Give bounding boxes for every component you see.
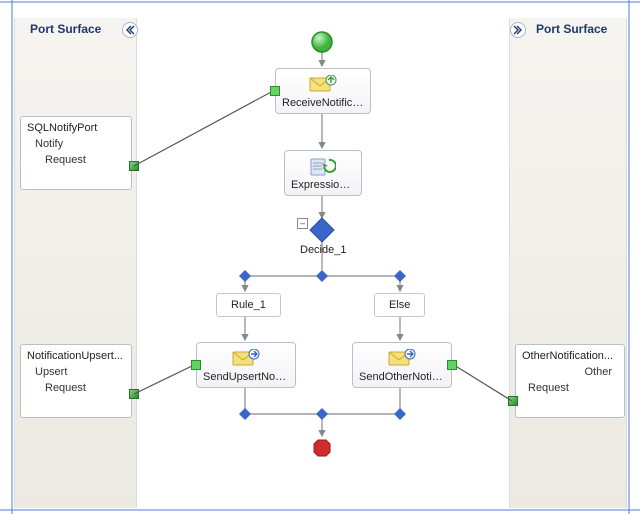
port-connector-icon[interactable] bbox=[508, 396, 518, 406]
port-notificationupsert[interactable]: NotificationUpsert... Upsert Request bbox=[20, 344, 132, 418]
connection-tag-icon[interactable] bbox=[270, 86, 280, 96]
port-sqlnotify[interactable]: SQLNotifyPort Notify Request bbox=[20, 116, 132, 190]
shape-label: ReceiveNotificati... bbox=[276, 97, 370, 109]
expression-shape[interactable]: Expression_1 bbox=[284, 150, 362, 196]
port-title: SQLNotifyPort bbox=[27, 121, 125, 135]
left-port-surface[interactable] bbox=[14, 18, 137, 508]
receive-icon bbox=[309, 75, 337, 93]
port-title: OtherNotification... bbox=[522, 349, 618, 363]
port-operation: Notify bbox=[35, 137, 125, 151]
else-branch[interactable]: Else bbox=[374, 293, 425, 317]
send-upsert-shape[interactable]: SendUpsertNotif... bbox=[196, 342, 296, 388]
branch-label: Else bbox=[389, 299, 410, 311]
expression-icon bbox=[310, 157, 336, 177]
port-connector-icon[interactable] bbox=[129, 161, 139, 171]
send-other-shape[interactable]: SendOtherNotifi... bbox=[352, 342, 452, 388]
left-port-surface-label: Port Surface bbox=[30, 22, 101, 36]
receive-shape[interactable]: ReceiveNotificati... bbox=[275, 68, 371, 114]
connection-tag-icon[interactable] bbox=[191, 360, 201, 370]
port-title: NotificationUpsert... bbox=[27, 349, 125, 363]
send-icon bbox=[388, 349, 416, 367]
shape-label: SendUpsertNotif... bbox=[197, 371, 295, 383]
collapse-right-icon[interactable] bbox=[510, 22, 526, 38]
collapse-toggle-icon[interactable]: – bbox=[297, 218, 308, 229]
port-operation: Other bbox=[522, 365, 612, 379]
rule-branch[interactable]: Rule_1 bbox=[216, 293, 281, 317]
orchestration-canvas[interactable]: Port Surface Port Surface SQLNotifyPort … bbox=[0, 0, 640, 514]
shape-label: SendOtherNotifi... bbox=[353, 371, 451, 383]
port-message: Request bbox=[528, 381, 618, 395]
port-othernotification[interactable]: OtherNotification... Other Request bbox=[515, 344, 625, 418]
branch-label: Rule_1 bbox=[231, 299, 266, 311]
shape-label: Expression_1 bbox=[285, 179, 361, 191]
port-operation: Upsert bbox=[35, 365, 125, 379]
collapse-left-icon[interactable] bbox=[122, 22, 138, 38]
send-icon bbox=[232, 349, 260, 367]
port-message: Request bbox=[45, 381, 125, 395]
right-port-surface-label: Port Surface bbox=[536, 22, 607, 36]
port-message: Request bbox=[45, 153, 125, 167]
connection-tag-icon[interactable] bbox=[447, 360, 457, 370]
port-connector-icon[interactable] bbox=[129, 389, 139, 399]
right-port-surface[interactable] bbox=[509, 18, 627, 508]
decide-label: Decide_1 bbox=[300, 244, 344, 256]
